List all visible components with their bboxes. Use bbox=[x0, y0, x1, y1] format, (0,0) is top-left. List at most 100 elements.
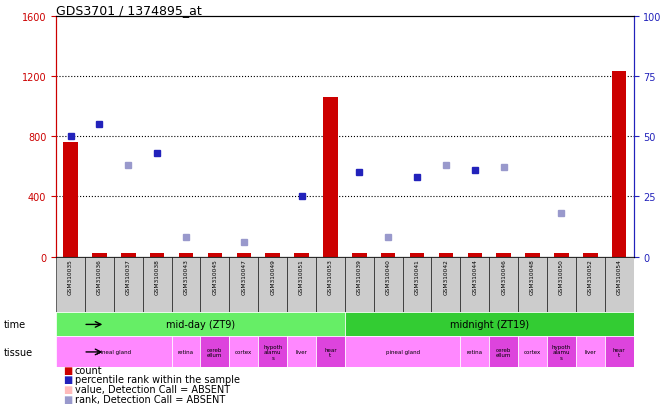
Bar bbox=[323, 97, 338, 257]
Text: GSM310035: GSM310035 bbox=[68, 259, 73, 294]
Bar bbox=[461, 257, 489, 313]
Bar bbox=[56, 257, 85, 313]
Bar bbox=[605, 337, 634, 368]
Bar bbox=[547, 257, 576, 313]
Bar bbox=[489, 337, 518, 368]
Bar bbox=[352, 254, 366, 257]
Text: GSM310036: GSM310036 bbox=[97, 259, 102, 294]
Text: cortex: cortex bbox=[524, 349, 541, 355]
Text: GSM310042: GSM310042 bbox=[444, 259, 448, 294]
Bar bbox=[525, 254, 540, 257]
Text: ■: ■ bbox=[63, 385, 72, 394]
Bar bbox=[345, 337, 461, 368]
Text: cortex: cortex bbox=[235, 349, 252, 355]
Text: GSM310037: GSM310037 bbox=[126, 259, 131, 294]
Text: GSM310052: GSM310052 bbox=[588, 259, 593, 294]
Bar bbox=[230, 257, 258, 313]
Bar bbox=[150, 254, 164, 257]
Text: GSM310051: GSM310051 bbox=[299, 259, 304, 294]
Text: GSM310038: GSM310038 bbox=[154, 259, 160, 294]
Text: GSM310040: GSM310040 bbox=[385, 259, 391, 294]
Bar bbox=[121, 254, 135, 257]
Text: GSM310039: GSM310039 bbox=[357, 259, 362, 294]
Bar bbox=[496, 254, 511, 257]
Bar bbox=[467, 254, 482, 257]
Text: GSM310043: GSM310043 bbox=[183, 259, 189, 294]
Text: hypoth
alamu
s: hypoth alamu s bbox=[263, 344, 282, 361]
Bar bbox=[236, 254, 251, 257]
Bar bbox=[208, 254, 222, 257]
Bar bbox=[461, 337, 489, 368]
Bar bbox=[432, 257, 461, 313]
Bar bbox=[143, 257, 172, 313]
Bar bbox=[287, 337, 316, 368]
Bar bbox=[410, 254, 424, 257]
Bar bbox=[172, 257, 201, 313]
Bar bbox=[230, 337, 258, 368]
Text: hear
t: hear t bbox=[613, 347, 626, 358]
Bar bbox=[403, 257, 432, 313]
Text: GSM310054: GSM310054 bbox=[616, 259, 622, 294]
Bar bbox=[345, 313, 634, 337]
Bar bbox=[258, 257, 287, 313]
Bar bbox=[439, 254, 453, 257]
Text: GSM310049: GSM310049 bbox=[270, 259, 275, 294]
Text: ■: ■ bbox=[63, 394, 72, 404]
Bar bbox=[374, 257, 403, 313]
Bar bbox=[56, 313, 345, 337]
Bar bbox=[63, 143, 78, 257]
Bar bbox=[489, 257, 518, 313]
Bar bbox=[605, 257, 634, 313]
Bar bbox=[316, 337, 345, 368]
Bar bbox=[201, 337, 230, 368]
Bar bbox=[258, 337, 287, 368]
Bar bbox=[518, 337, 547, 368]
Bar bbox=[554, 254, 569, 257]
Text: hypoth
alamu
s: hypoth alamu s bbox=[552, 344, 571, 361]
Text: GSM310044: GSM310044 bbox=[473, 259, 477, 294]
Text: time: time bbox=[3, 320, 26, 330]
Text: GSM310053: GSM310053 bbox=[328, 259, 333, 294]
Bar bbox=[345, 257, 374, 313]
Text: midnight (ZT19): midnight (ZT19) bbox=[449, 320, 529, 330]
Text: ■: ■ bbox=[63, 365, 72, 375]
Bar bbox=[381, 254, 395, 257]
Text: GSM310045: GSM310045 bbox=[213, 259, 217, 294]
Text: liver: liver bbox=[584, 349, 596, 355]
Text: cereb
ellum: cereb ellum bbox=[207, 347, 222, 358]
Bar bbox=[201, 257, 230, 313]
Text: retina: retina bbox=[178, 349, 194, 355]
Bar bbox=[518, 257, 547, 313]
Bar bbox=[179, 254, 193, 257]
Bar bbox=[287, 257, 316, 313]
Text: GSM310047: GSM310047 bbox=[242, 259, 246, 294]
Text: percentile rank within the sample: percentile rank within the sample bbox=[75, 375, 240, 385]
Text: cereb
ellum: cereb ellum bbox=[496, 347, 512, 358]
Text: pineal gland: pineal gland bbox=[385, 349, 420, 355]
Text: ■: ■ bbox=[63, 375, 72, 385]
Text: GSM310050: GSM310050 bbox=[559, 259, 564, 294]
Text: retina: retina bbox=[467, 349, 483, 355]
Bar bbox=[316, 257, 345, 313]
Text: mid-day (ZT9): mid-day (ZT9) bbox=[166, 320, 235, 330]
Text: liver: liver bbox=[296, 349, 308, 355]
Text: pineal gland: pineal gland bbox=[97, 349, 131, 355]
Text: tissue: tissue bbox=[3, 347, 32, 357]
Bar bbox=[92, 254, 107, 257]
Bar bbox=[576, 337, 605, 368]
Bar bbox=[114, 257, 143, 313]
Bar bbox=[294, 254, 309, 257]
Bar bbox=[583, 254, 597, 257]
Bar bbox=[265, 254, 280, 257]
Bar bbox=[547, 337, 576, 368]
Text: count: count bbox=[75, 365, 102, 375]
Bar bbox=[172, 337, 201, 368]
Bar bbox=[85, 257, 114, 313]
Bar bbox=[612, 72, 626, 257]
Bar bbox=[56, 337, 172, 368]
Text: hear
t: hear t bbox=[324, 347, 337, 358]
Text: GSM310046: GSM310046 bbox=[501, 259, 506, 294]
Bar bbox=[576, 257, 605, 313]
Text: GSM310041: GSM310041 bbox=[414, 259, 420, 294]
Text: rank, Detection Call = ABSENT: rank, Detection Call = ABSENT bbox=[75, 394, 225, 404]
